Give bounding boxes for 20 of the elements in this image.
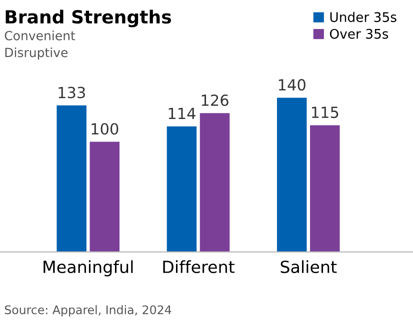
bar xyxy=(276,98,307,252)
bar xyxy=(90,142,120,252)
bar xyxy=(310,125,340,252)
chart-title: Brand Strengths xyxy=(6,10,171,28)
data-label: 126 xyxy=(202,94,228,106)
bar xyxy=(166,126,197,252)
x-tick-label: Different xyxy=(163,260,234,274)
data-label: 100 xyxy=(92,123,118,135)
legend-label: Over 35s xyxy=(330,28,388,39)
chart-subtitle: Convenient Disruptive xyxy=(4,30,76,60)
x-tick-label: Salient xyxy=(280,260,337,274)
data-label: 115 xyxy=(312,106,338,118)
source-note: Source: Apparel, India, 2024 xyxy=(4,305,172,317)
data-label: 114 xyxy=(168,108,196,120)
bar xyxy=(200,113,230,252)
x-tick-label: Meaningful xyxy=(44,260,133,276)
legend-label: Under 35s xyxy=(330,12,396,22)
data-label: 140 xyxy=(278,79,306,91)
bar xyxy=(56,105,86,252)
data-label: 133 xyxy=(58,86,85,98)
